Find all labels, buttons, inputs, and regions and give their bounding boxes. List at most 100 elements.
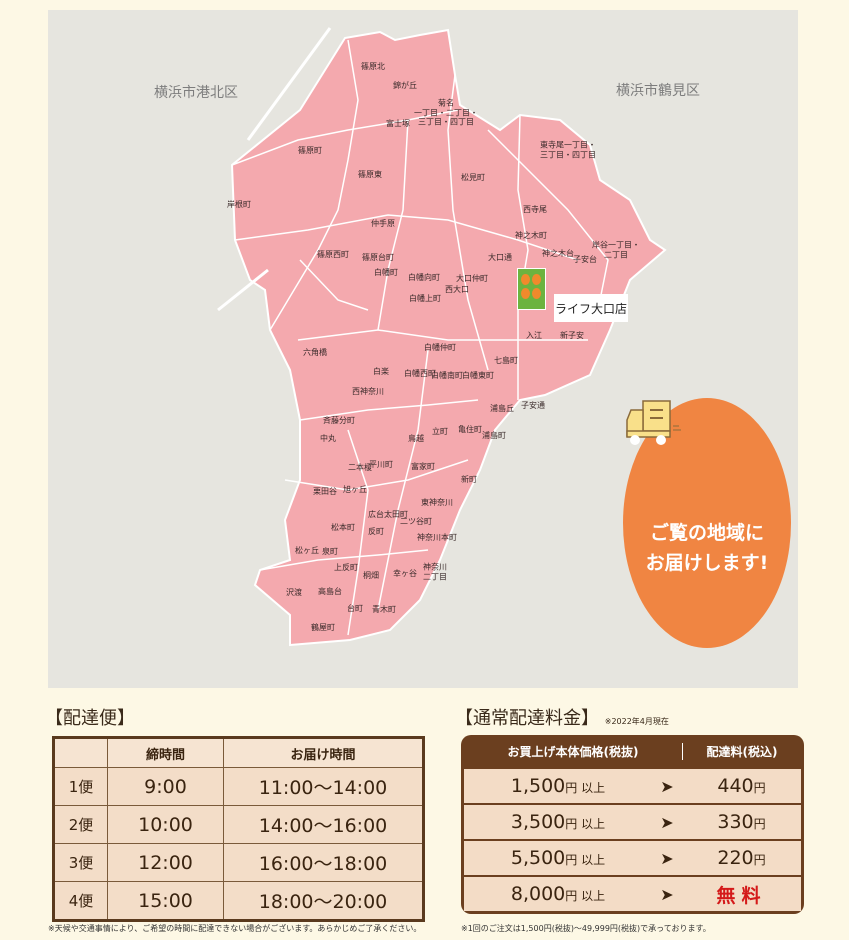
area-label: 反町 xyxy=(368,527,384,537)
arrow-icon: ➤ xyxy=(660,848,674,868)
delivery-schedule-title: 【配達便】 xyxy=(45,708,135,729)
area-label: 白幡西町 xyxy=(404,369,436,379)
area-label: 平川町 xyxy=(369,460,393,470)
purchase-threshold: 8,000円 以上 xyxy=(510,883,606,905)
area-label: 浦島丘 xyxy=(490,404,514,414)
table-row: 3便 12:00 16:00〜18:00 xyxy=(53,843,424,882)
area-label: 青木町 xyxy=(372,605,396,615)
area-label: 松本町 xyxy=(331,523,355,533)
area-label: 新町 xyxy=(461,475,477,485)
area-label: 鳥越 xyxy=(408,434,424,444)
fee-title: 【通常配達料金】 ※2022年4月現在 xyxy=(455,708,669,729)
delivery-window: 11:00〜14:00 xyxy=(223,767,424,806)
table-header: お買上げ本体価格(税抜) 配達料(税込) xyxy=(464,735,801,767)
area-label: 白幡東町 xyxy=(462,371,494,381)
area-label: 斉藤分町 xyxy=(323,416,355,426)
fee-as-of: ※2022年4月現在 xyxy=(604,717,669,726)
area-label: 浦島町 xyxy=(482,431,506,441)
arrow-icon: ➤ xyxy=(660,776,674,796)
arrow-icon: ➤ xyxy=(660,812,674,832)
area-label: 西大口 xyxy=(445,285,469,295)
area-label: 岸谷一丁目・ 二丁目 xyxy=(592,240,640,259)
area-label: 白幡仲町 xyxy=(424,343,456,353)
run-label: 3便 xyxy=(53,843,108,882)
badge-text: ご覧の地域に お届けします! xyxy=(645,522,769,574)
area-label: 泉町 xyxy=(322,547,338,557)
delivery-window: 16:00〜18:00 xyxy=(223,843,424,882)
cutoff-time: 9:00 xyxy=(107,767,224,806)
area-label: 大口通 xyxy=(488,253,512,263)
table-row: 1便 9:00 11:00〜14:00 xyxy=(53,767,424,806)
area-label: 菊名 一丁目・二丁目・ 三丁目・四丁目 xyxy=(414,98,478,127)
area-label: 神之木台 xyxy=(542,249,574,259)
area-label: 立町 xyxy=(432,427,448,437)
area-label: 神之木町 xyxy=(515,231,547,241)
delivery-window: 14:00〜16:00 xyxy=(223,805,424,844)
area-label: 富士塚 xyxy=(386,119,410,129)
header-cell xyxy=(53,737,108,768)
store-callout: ライフ大口店 xyxy=(554,294,628,322)
area-label: 東寺尾一丁目・ 三丁目・四丁目 xyxy=(540,140,596,159)
ward-label-kohoku: 横浜市港北区 xyxy=(154,85,238,101)
area-label: 富家町 xyxy=(411,462,435,472)
table-row: 2便 10:00 14:00〜16:00 xyxy=(53,805,424,844)
area-label: 篠原町 xyxy=(298,146,322,156)
area-label: 高島台 xyxy=(318,587,342,597)
area-label: 六角橋 xyxy=(303,348,327,358)
purchase-threshold: 5,500円 以上 xyxy=(510,847,606,869)
delivery-area-map: 横浜市港北区 横浜市鶴見区 篠原北 錦が丘 菊名 一丁目・二丁目・ 三丁目・四丁目富… xyxy=(48,10,798,688)
area-label: 錦が丘 xyxy=(393,81,417,91)
delivery-fee: 220円 xyxy=(717,847,766,869)
area-label: 岸根町 xyxy=(227,200,251,210)
area-label: 松見町 xyxy=(461,173,485,183)
area-label: 中丸 xyxy=(320,434,336,444)
arrow-icon: ➤ xyxy=(660,884,674,904)
fee-note: ※1回のご注文は1,500円(税抜)〜49,999円(税抜)で承っております。 xyxy=(461,924,711,933)
header-cutoff: 締時間 xyxy=(107,737,224,768)
run-label: 1便 xyxy=(53,767,108,806)
delivery-area xyxy=(230,28,667,647)
delivery-note: ※天候や交通事情により、ご希望の時間に配達できない場合がございます。あらかじめご… xyxy=(48,924,422,933)
run-label: 2便 xyxy=(53,805,108,844)
area-label: 神奈川本町 xyxy=(417,533,457,543)
area-label: 広台太田町 xyxy=(368,510,408,520)
area-label: 白楽 xyxy=(373,367,389,377)
table-header: 締時間 お届け時間 xyxy=(53,737,424,768)
table-row: 5,500円 以上 ➤ 220円 xyxy=(464,841,801,875)
table-row: 3,500円 以上 ➤ 330円 xyxy=(464,805,801,839)
delivery-fee: 330円 xyxy=(717,811,766,833)
area-label: 台町 xyxy=(347,604,363,614)
delivery-fee: 440円 xyxy=(717,775,766,797)
delivery-badge: ご覧の地域に お届けします! xyxy=(623,398,791,648)
area-label: 篠原東 xyxy=(358,170,382,180)
area-label: 白幡町 xyxy=(374,268,398,278)
area-label: 篠原台町 xyxy=(362,253,394,263)
table-row: 8,000円 以上 ➤ 無料 xyxy=(464,877,801,911)
cutoff-time: 12:00 xyxy=(107,843,224,882)
cutoff-time: 15:00 xyxy=(107,881,224,921)
area-label: 栗田谷 xyxy=(313,487,337,497)
area-label: 松ヶ丘 xyxy=(295,546,319,556)
purchase-threshold: 3,500円 以上 xyxy=(510,811,606,833)
area-label: 西神奈川 xyxy=(352,387,384,397)
cutoff-time: 10:00 xyxy=(107,805,224,844)
area-label: 上反町 xyxy=(334,563,358,573)
table-row: 1,500円 以上 ➤ 440円 xyxy=(464,769,801,803)
area-label: 白幡上町 xyxy=(409,294,441,304)
delivery-fee: 無料 xyxy=(716,884,767,907)
area-label: 亀住町 xyxy=(458,425,482,435)
store-logo-icon xyxy=(517,268,546,310)
area-label: 仲手原 xyxy=(371,219,395,229)
area-label: 白幡南町 xyxy=(431,371,463,381)
area-label: 白幡向町 xyxy=(408,273,440,283)
purchase-threshold: 1,500円 以上 xyxy=(510,775,606,797)
delivery-schedule-table: 締時間 お届け時間 1便 9:00 11:00〜14:00 2便 10:00 14:00… xyxy=(52,736,425,922)
area-label: 子安通 xyxy=(521,401,545,411)
area-label: 二本榎 xyxy=(348,463,372,473)
header-delivery-time: お届け時間 xyxy=(223,737,424,768)
area-label: 新子安 xyxy=(560,331,584,341)
fee-table: お買上げ本体価格(税抜) 配達料(税込) 1,500円 以上 ➤ 440円 3,500… xyxy=(461,735,804,914)
delivery-truck-icon xyxy=(626,400,681,445)
area-label: 大口仲町 xyxy=(456,274,488,284)
ward-label-tsurumi: 横浜市鶴見区 xyxy=(616,83,700,99)
